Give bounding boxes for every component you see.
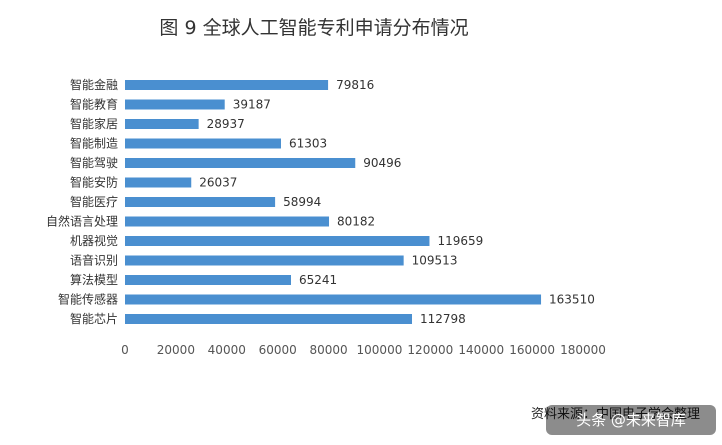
category-label: 智能芯片 [70,311,118,326]
category-label: 算法模型 [70,272,118,287]
category-label: 智能家居 [70,116,118,131]
value-label: 79816 [336,78,374,92]
source-note: 资料来源：中国电子学会整理 [531,406,700,422]
bar [125,314,413,324]
x-tick-label: 120000 [407,343,453,357]
category-label: 机器视觉 [70,233,118,248]
bar [125,197,276,207]
x-axis-ticks: 0 20000 40000 60000 80000 100000 120000 140000 1… [121,343,606,357]
value-label: 26037 [199,176,237,190]
value-label: 109513 [412,254,458,268]
x-tick-label: 20000 [157,343,195,357]
x-tick-label: 160000 [509,343,555,357]
x-tick-label: 100000 [357,343,403,357]
bar [125,119,199,129]
value-label: 80182 [337,215,375,229]
bar [125,236,430,246]
x-tick-label: 60000 [259,343,297,357]
value-label: 112798 [420,312,466,326]
value-label: 163510 [549,293,595,307]
bar [125,80,329,90]
bars [125,80,542,324]
x-tick-label: 80000 [309,343,347,357]
category-label: 智能制造 [70,136,118,151]
value-label: 119659 [437,234,483,248]
value-label: 61303 [289,137,327,151]
watermark-badge [546,405,716,435]
value-label: 39187 [233,98,271,112]
chart-title: 图 9 全球人工智能专利申请分布情况 [159,17,468,39]
x-tick-label: 0 [121,343,129,357]
x-tick-label: 40000 [208,343,246,357]
category-label: 自然语言处理 [46,214,118,229]
bar [125,138,281,149]
category-label: 语音识别 [70,253,118,268]
category-label: 智能金融 [70,77,118,92]
watermark: 头条 @未来智库 [576,411,686,429]
value-label: 58994 [283,195,321,209]
category-label: 智能驾驶 [70,155,118,170]
bar [125,177,192,188]
category-label: 智能传感器 [58,292,118,307]
category-label: 智能医疗 [70,194,118,209]
x-tick-label: 180000 [560,343,606,357]
x-tick-label: 140000 [458,343,504,357]
category-label: 智能安防 [70,175,118,190]
bar [125,275,292,285]
value-label: 90496 [363,156,401,170]
value-label: 65241 [299,273,337,287]
category-label: 智能教育 [70,97,118,112]
bar [125,294,542,305]
bar [125,216,330,227]
bar [125,99,225,110]
value-labels: 79816 39187 28937 61303 90496 26037 58994 80182… [199,78,595,326]
value-label: 28937 [207,117,245,131]
bar [125,255,404,266]
bar [125,158,356,168]
category-labels: 智能金融智能教育智能家居智能制造智能驾驶智能安防智能医疗自然语言处理机器视觉语音… [46,77,118,326]
